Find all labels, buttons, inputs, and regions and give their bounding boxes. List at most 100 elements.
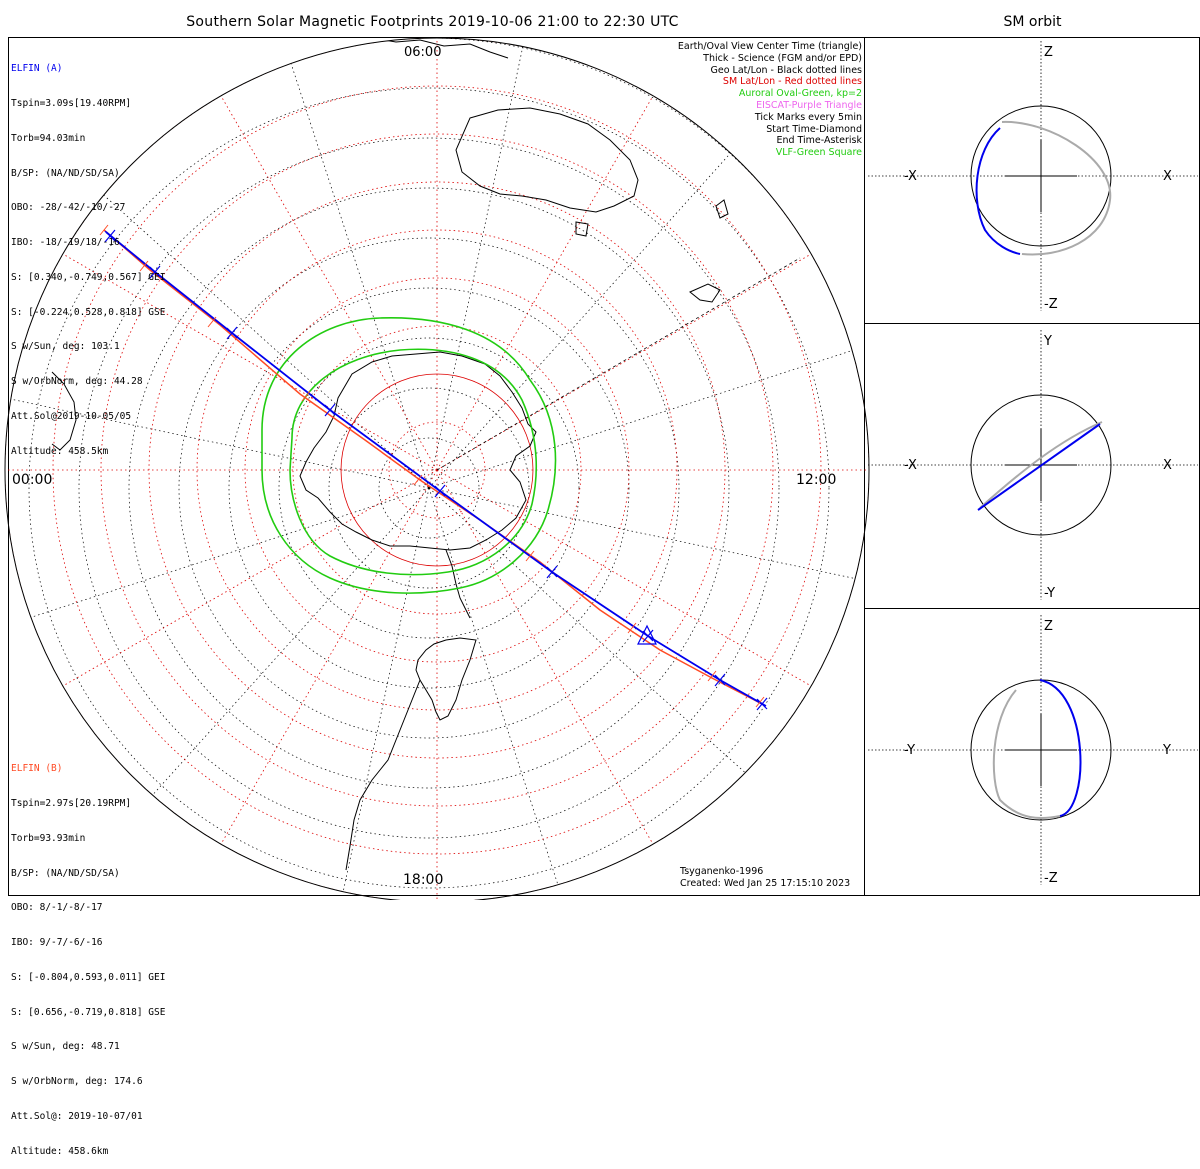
legend-item: EISCAT-Purple Triangle — [756, 99, 862, 111]
elfin-a-orbit — [975, 127, 1021, 255]
sm-meridian — [436, 469, 853, 711]
geo-meridian — [428, 131, 751, 489]
geo-meridian — [428, 487, 786, 810]
orbit-panel-1: -X X Z -Z — [868, 41, 1198, 312]
elfin-b-tick — [413, 474, 423, 486]
new-zealand-north — [715, 199, 729, 219]
elfin-a-info: ELFIN (A) Tspin=3.09s[19.40RPM] Torb=94.… — [11, 40, 165, 469]
elfin-a-line: S w/OrbNorm, deg: 44.28 — [11, 376, 143, 388]
orbit-axis-label-right: X — [1163, 458, 1172, 473]
sm-latitude-circle — [244, 277, 630, 663]
elfin-a-tick — [104, 230, 116, 242]
geo-meridian — [107, 487, 430, 845]
elfin-b-orbit — [1001, 120, 1112, 256]
credits: Tsyganenko-1996 Created: Wed Jan 25 17:1… — [680, 866, 850, 889]
elfin-a-tick — [226, 327, 238, 339]
hour-label-left: 00:00 — [12, 472, 52, 488]
orbit-axis-label-left: -X — [904, 169, 917, 184]
geo-meridian — [428, 38, 530, 489]
africa-coast — [51, 371, 77, 451]
earth-circle — [970, 394, 1112, 536]
map-boundary — [4, 37, 870, 900]
legend-item: Geo Lat/Lon - Black dotted lines — [710, 64, 862, 76]
elfin-a-line: OBO: -28/-42/-10/-27 — [11, 202, 126, 214]
geo-meridian — [428, 339, 869, 489]
geo-latitude-circle — [378, 437, 480, 539]
geo-latitude-circle — [278, 337, 580, 639]
elfin-a-line: Altitude: 458.5km — [11, 445, 109, 457]
elfin-a-tick — [434, 485, 446, 497]
geo-meridian — [72, 166, 430, 489]
new-zealand-coast — [689, 283, 721, 303]
sm-latitude-circle — [100, 133, 774, 807]
elfin-a-line: S: [-0.224,0.528,0.818] GSE — [11, 306, 166, 318]
elfin-a-line: Tspin=3.09s[19.40RPM] — [11, 97, 132, 109]
hour-label-bottom: 18:00 — [403, 872, 443, 888]
orbit-panels: -X X Z -Z -X X Y -Y -Y Y Z -Z — [868, 41, 1198, 886]
model-label: Tsyganenko-1996 — [680, 866, 764, 877]
polar-map — [5, 38, 869, 900]
geo-meridian — [328, 487, 430, 900]
elfin-b-line: Tspin=2.97s[20.19RPM] — [11, 797, 132, 809]
geo-meridian — [280, 38, 430, 489]
elfin-a-orbit — [1039, 679, 1082, 817]
legend-item: SM Lat/Lon - Red dotted lines — [722, 76, 862, 88]
auroral-ovals — [261, 317, 557, 594]
elfin-a-name: ELFIN (A) — [11, 63, 63, 75]
orbit-axis-label-bottom: -Z — [1044, 297, 1058, 312]
geo-latitude-circle — [178, 237, 680, 739]
earth-circle — [970, 105, 1112, 247]
sm-meridian — [436, 54, 678, 471]
elfin-b-tick — [99, 224, 109, 236]
orbit-axis-label-top: Y — [1043, 334, 1052, 349]
elfin-b-tick — [139, 260, 149, 272]
orbit-axis-label-left: -X — [904, 458, 917, 473]
coastlines — [51, 38, 729, 871]
elfin-a-line: Att.Sol@2019-10-05/05 — [11, 411, 132, 422]
orbit-axis-label-right: X — [1163, 169, 1172, 184]
orbit-axis-label-bottom: -Y — [1044, 586, 1055, 601]
elfin-a-tick — [149, 266, 161, 278]
geo-meridian — [428, 487, 578, 900]
sm-meridian — [196, 469, 438, 886]
legend-item: VLF-Green Square — [775, 147, 862, 159]
elfin-a-line: S w/Sun, deg: 103.1 — [11, 341, 120, 353]
elfin-a-tick — [756, 698, 768, 710]
hour-label-top: 06:00 — [404, 45, 441, 60]
australia-coast — [455, 107, 639, 213]
elfin-b-track — [103, 229, 763, 705]
hour-label-right: 12:00 — [796, 472, 836, 488]
elfin-b-line: S w/OrbNorm, deg: 174.6 — [11, 1076, 143, 1088]
geo-latitude-circle — [28, 87, 830, 889]
elfin-b-line: S: [-0.804,0.593,0.011] GEI — [11, 971, 166, 983]
elfin-b-line: IBO: 9/-7/-6/-16 — [11, 937, 103, 949]
elfin-b-name: ELFIN (B) — [11, 763, 63, 775]
elfin-b-line: Torb=93.93min — [11, 832, 86, 844]
orbit-panel-2: -X X Y -Y — [868, 330, 1198, 601]
orbit-axis-label-top: Z — [1044, 619, 1053, 634]
geo-meridian — [428, 487, 869, 589]
geo-latitude-circle — [228, 287, 630, 689]
elfin-b-line: S w/Sun, deg: 48.71 — [11, 1041, 120, 1053]
elfin-b-tick — [207, 316, 217, 328]
antarctica-coast — [299, 351, 537, 551]
sm-meridian — [196, 54, 438, 471]
orbit-axis-label-top: Z — [1044, 45, 1053, 60]
elfin-b-line: S: [0.656,-0.719,0.818] GSE — [11, 1006, 166, 1018]
south-america-land — [345, 679, 421, 871]
created-label: Created: Wed Jan 25 17:15:10 2023 — [680, 877, 851, 889]
legend-item: Thick - Science (FGM and/or EPD) — [703, 52, 862, 64]
figure-title: Southern Solar Magnetic Footprints 2019-… — [186, 14, 679, 30]
auroral-oval-outer — [261, 317, 557, 594]
elfin-b-tick — [707, 670, 717, 682]
elfin-a-tick — [714, 674, 726, 686]
orbit-axis-label-bottom: -Z — [1044, 871, 1058, 886]
geo-latitude-circle — [328, 387, 530, 589]
orbit-panel-title: SM orbit — [1003, 14, 1062, 30]
orbit-axis-label-right: Y — [1162, 743, 1171, 758]
south-america-coast — [415, 637, 477, 721]
legend-item: Earth/Oval View Center Time (triangle) — [677, 41, 862, 52]
elfin-b-tick — [525, 550, 535, 562]
footprint-figure: 00:00 12:00 18:00 06:00 -X X Z -Z -X X Y -Y -Y Y Z… — [4, 37, 1200, 900]
legend: Earth/Oval View Center Time (triangle) T… — [678, 41, 862, 159]
